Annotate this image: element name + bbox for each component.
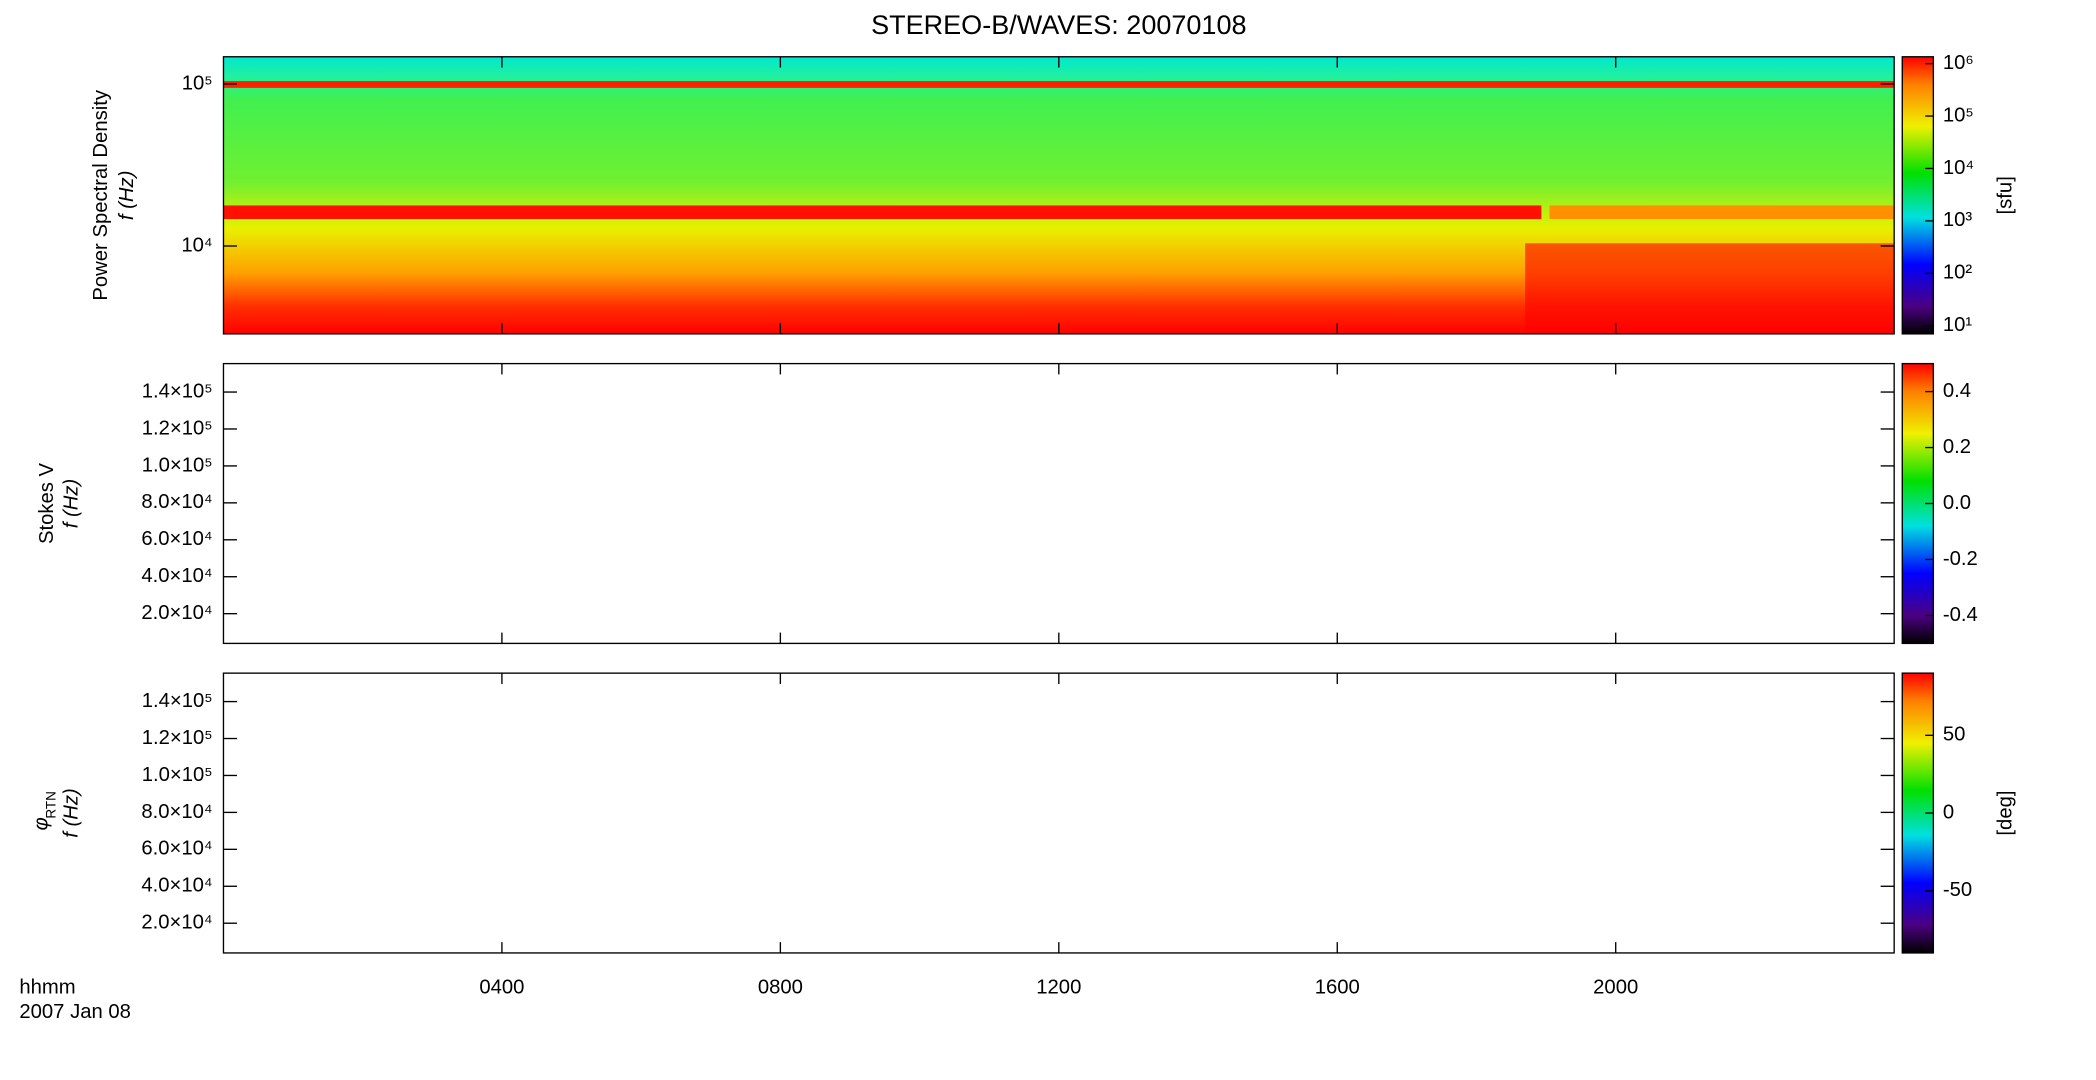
colorbar-label: [sfu] — [1995, 176, 2017, 214]
y-tick-label: 8.0×10⁴ — [141, 491, 212, 513]
y-tick-label: 1.0×10⁵ — [142, 454, 213, 476]
chart-title: STEREO-B/WAVES: 20070108 — [871, 10, 1246, 40]
y-axis-label: RTN — [43, 791, 58, 819]
x-tick-label: 1600 — [1315, 976, 1360, 998]
y-tick-label: 1.4×10⁵ — [142, 690, 213, 712]
y-tick-label: 2.0×10⁴ — [141, 912, 212, 934]
y-axis-label: Stokes V — [36, 462, 58, 544]
y-tick-label: 8.0×10⁴ — [141, 801, 212, 823]
colorbar-label: [deg] — [1995, 791, 2017, 836]
y-tick-label: 6.0×10⁴ — [141, 838, 212, 860]
x-tick-label: 2000 — [1593, 976, 1638, 998]
y-tick-label: 4.0×10⁴ — [141, 565, 212, 587]
x-axis-label: hhmm — [19, 976, 75, 998]
colorbar-tick-label: 10⁵ — [1943, 104, 1974, 126]
y-tick-label: 6.0×10⁴ — [141, 528, 212, 550]
plot-frame — [222, 672, 1895, 954]
spectrogram-image — [223, 56, 1895, 334]
colorbar-tick-label: 10⁶ — [1943, 52, 1974, 74]
y-tick-label: 4.0×10⁴ — [141, 875, 212, 897]
colorbar-tick-label: 10⁴ — [1943, 157, 1974, 179]
colorbar-tick-label: 0.0 — [1943, 492, 1971, 514]
y-tick-label: 1.2×10⁵ — [142, 417, 213, 439]
plot-frame — [222, 362, 1895, 645]
colorbar-tick-label: 50 — [1943, 724, 1966, 746]
y-tick-label: 1.2×10⁵ — [142, 727, 213, 749]
y-tick-label: 2.0×10⁴ — [141, 602, 212, 624]
colorbar-tick-label: -0.2 — [1943, 548, 1978, 570]
y-axis-label: Power Spectral Density — [90, 89, 112, 300]
y-tick-label: 10⁴ — [181, 234, 212, 256]
plot-frame — [222, 56, 1895, 335]
y-tick-label: 1.4×10⁵ — [142, 380, 213, 402]
colorbar-tick-label: 0 — [1943, 801, 1954, 823]
x-tick-label: 0800 — [758, 976, 803, 998]
colorbar-tick-label: 10¹ — [1943, 314, 1973, 336]
x-tick-label: 0400 — [479, 976, 524, 998]
colorbar — [1901, 56, 1935, 335]
colorbar-tick-label: -0.4 — [1943, 604, 1978, 626]
y-tick-label: 1.0×10⁵ — [142, 764, 213, 786]
colorbar-tick-label: 10³ — [1943, 209, 1973, 231]
colorbar-tick-label: 0.2 — [1943, 436, 1971, 458]
colorbar-tick-label: -50 — [1943, 879, 1972, 901]
y-axis-label: f (Hz) — [60, 788, 82, 838]
y-axis-label: f (Hz) — [116, 171, 138, 221]
x-tick-label: 1200 — [1036, 976, 1081, 998]
y-axis-label: f (Hz) — [60, 479, 82, 529]
colorbar-tick-label: 10² — [1943, 262, 1973, 284]
date-label: 2007 Jan 08 — [19, 1001, 131, 1023]
y-tick-label: 10⁵ — [182, 72, 213, 94]
y-axis-label: φ — [31, 817, 53, 830]
colorbar-tick-label: 0.4 — [1943, 380, 1971, 402]
